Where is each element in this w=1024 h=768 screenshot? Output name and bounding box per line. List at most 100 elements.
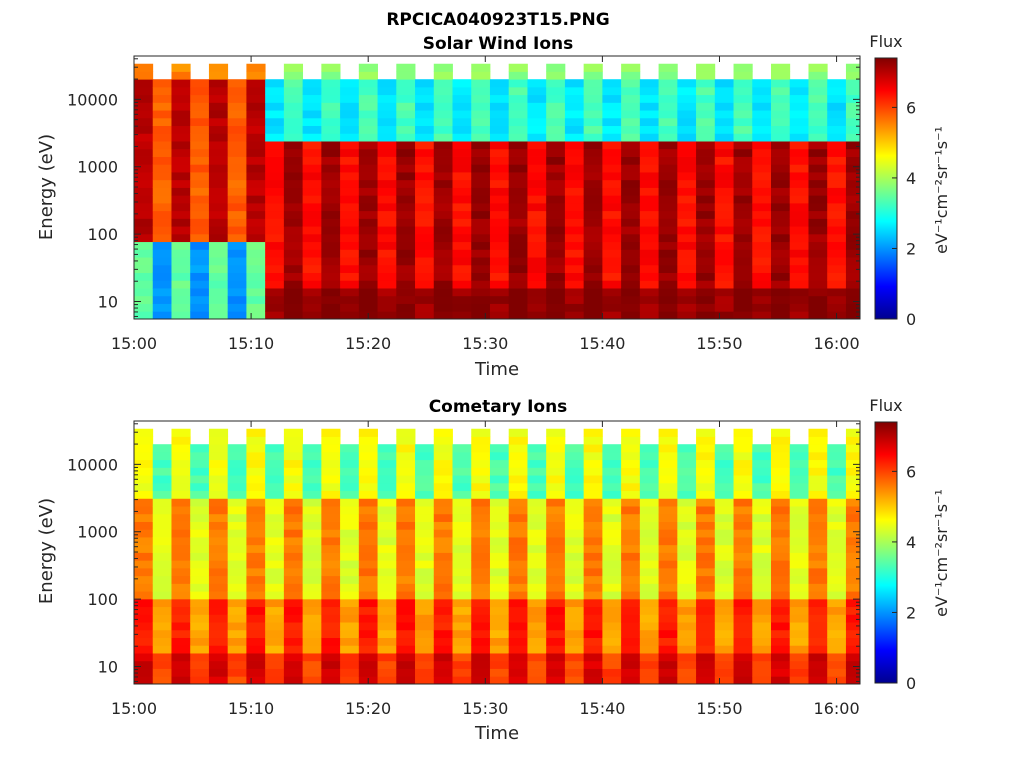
spectrogram-cell	[134, 428, 154, 437]
spectrogram-cell	[321, 529, 341, 538]
colorbar-tick-label: 0	[906, 674, 916, 693]
spectrogram-cell	[714, 467, 734, 476]
spectrogram-cell	[433, 187, 453, 196]
spectrogram-cell	[396, 668, 416, 677]
spectrogram-cell	[621, 249, 641, 258]
spectrogram-cell	[696, 490, 716, 499]
spectrogram-cell	[733, 583, 753, 592]
spectrogram-cell	[134, 676, 154, 685]
spectrogram-cell	[527, 264, 547, 273]
spectrogram-cell	[171, 629, 191, 638]
spectrogram-cell	[564, 583, 585, 592]
spectrogram-cell	[340, 544, 360, 553]
spectrogram-cell	[471, 490, 491, 499]
spectrogram-cell	[433, 436, 453, 445]
spectrogram-cell	[283, 614, 304, 623]
spectrogram-cell	[227, 249, 247, 258]
spectrogram-cell	[733, 79, 753, 88]
spectrogram-cell	[358, 102, 378, 111]
spectrogram-cell	[696, 498, 716, 507]
spectrogram-cell	[396, 249, 416, 258]
spectrogram-cell	[714, 110, 734, 119]
y-tick-label: 10000	[67, 90, 118, 109]
spectrogram-cell	[621, 637, 641, 646]
spectrogram-cell	[583, 513, 603, 522]
spectrogram-cell	[433, 102, 453, 111]
spectrogram-cell	[677, 660, 697, 669]
spectrogram-cell	[546, 233, 566, 243]
spectrogram-cell	[152, 567, 172, 577]
spectrogram-cell	[302, 560, 322, 569]
spectrogram-cell	[696, 560, 716, 569]
spectrogram-cell	[789, 79, 809, 88]
spectrogram-cell	[845, 94, 861, 103]
spectrogram-cell	[602, 133, 622, 142]
spectrogram-cell	[808, 498, 828, 507]
spectrogram-cell	[808, 102, 828, 111]
spectrogram-cell	[358, 598, 378, 608]
spectrogram-cell	[152, 110, 172, 119]
spectrogram-cell	[527, 226, 547, 235]
spectrogram-cell	[265, 451, 285, 461]
spectrogram-cell	[583, 241, 603, 250]
spectrogram-cell	[752, 637, 772, 646]
spectrogram-cell	[227, 544, 247, 553]
spectrogram-cell	[714, 218, 734, 227]
spectrogram-cell	[433, 218, 453, 227]
spectrogram-cell	[658, 428, 678, 437]
spectrogram-cell	[602, 560, 622, 569]
spectrogram-cell	[677, 303, 697, 312]
spectrogram-cell	[583, 164, 603, 173]
spectrogram-cell	[583, 71, 603, 80]
spectrogram-cell	[433, 117, 453, 127]
spectrogram-cell	[415, 653, 435, 662]
spectrogram-cell	[283, 172, 304, 181]
spectrogram-cell	[471, 428, 491, 437]
spectrogram-cell	[134, 303, 154, 312]
spectrogram-cell	[396, 521, 416, 530]
spectrogram-cell	[433, 241, 453, 250]
spectrogram-cell	[452, 668, 472, 677]
spectrogram-cell	[602, 295, 622, 304]
spectrogram-cell	[808, 444, 828, 453]
spectrogram-cell	[227, 676, 247, 685]
spectrogram-cell	[208, 475, 229, 484]
spectrogram-cell	[696, 295, 716, 304]
spectrogram-cell	[452, 133, 472, 142]
spectrogram-cell	[658, 272, 678, 281]
spectrogram-cell	[696, 303, 716, 312]
spectrogram-cell	[639, 187, 659, 196]
spectrogram-cell	[377, 102, 397, 111]
spectrogram-cell	[489, 676, 510, 685]
spectrogram-cell	[845, 164, 861, 173]
spectrogram-cell	[340, 622, 360, 631]
spectrogram-cell	[208, 179, 229, 188]
spectrogram-cell	[527, 288, 547, 297]
spectrogram-cell	[508, 63, 528, 72]
spectrogram-cell	[452, 94, 472, 103]
spectrogram-cell	[321, 560, 341, 569]
spectrogram-cell	[771, 272, 791, 281]
spectrogram-cell	[527, 249, 547, 258]
spectrogram-cell	[340, 629, 360, 638]
x-tick-label: 15:30	[462, 699, 508, 718]
spectrogram-cell	[752, 521, 772, 530]
spectrogram-cell	[602, 141, 622, 150]
spectrogram-cell	[471, 148, 491, 157]
spectrogram-cell	[134, 614, 154, 623]
spectrogram-cell	[564, 498, 585, 507]
spectrogram-cell	[771, 668, 791, 677]
spectrogram-cell	[171, 63, 191, 72]
spectrogram-cell	[827, 490, 847, 499]
spectrogram-cell	[302, 537, 322, 546]
spectrogram-cell	[358, 148, 378, 157]
spectrogram-cell	[564, 148, 585, 157]
spectrogram-cell	[171, 490, 191, 499]
spectrogram-cell	[564, 102, 585, 111]
spectrogram-cell	[208, 202, 229, 212]
spectrogram-cell	[808, 110, 828, 119]
spectrogram-cell	[415, 475, 435, 484]
spectrogram-cell	[639, 529, 659, 538]
spectrogram-cell	[190, 117, 210, 127]
spectrogram-cell	[583, 303, 603, 312]
